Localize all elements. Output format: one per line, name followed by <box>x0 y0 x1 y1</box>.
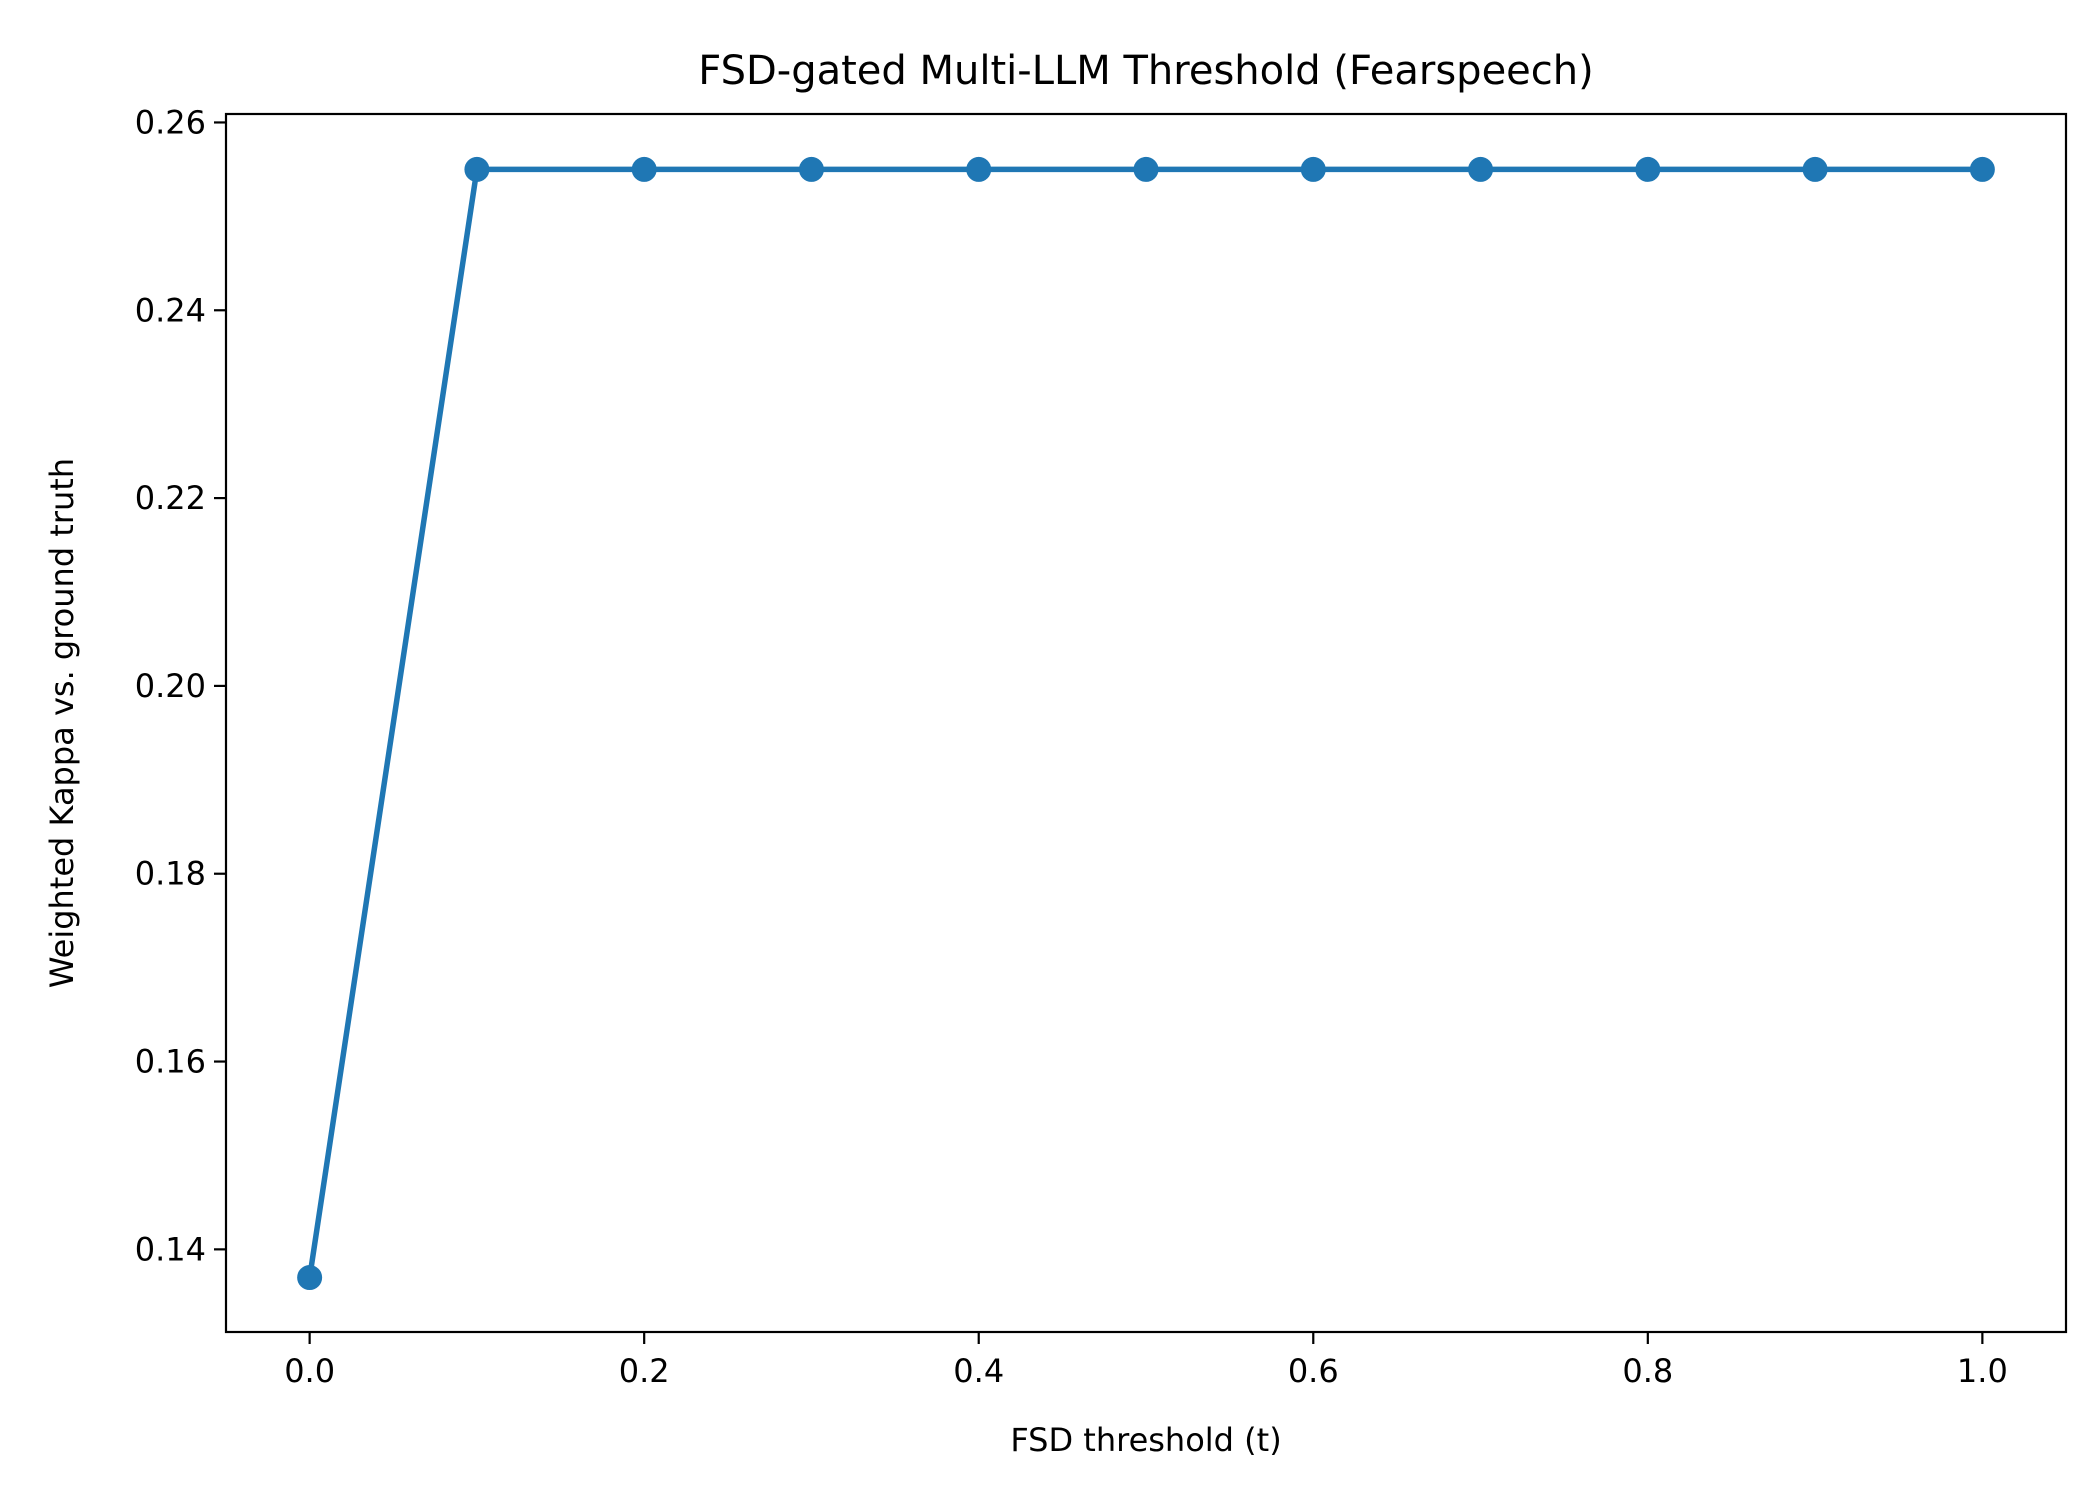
data-point <box>1468 156 1494 182</box>
y-tick-label: 0.14 <box>135 1230 206 1268</box>
y-tick-label: 0.16 <box>135 1043 206 1081</box>
data-point <box>631 156 657 182</box>
x-tick-label: 0.2 <box>619 1352 670 1390</box>
data-point <box>1635 156 1661 182</box>
x-tick-label: 1.0 <box>1957 1352 2008 1390</box>
data-point <box>1969 156 1995 182</box>
data-point <box>297 1265 323 1291</box>
chart-title: FSD-gated Multi-LLM Threshold (Fearspeec… <box>698 48 1593 94</box>
x-tick-label: 0.6 <box>1288 1352 1339 1390</box>
x-tick-label: 0.8 <box>1622 1352 1673 1390</box>
data-point <box>1300 156 1326 182</box>
data-point <box>464 156 490 182</box>
x-tick-label: 0.0 <box>284 1352 335 1390</box>
y-tick-label: 0.18 <box>135 855 206 893</box>
y-tick-label: 0.22 <box>135 479 206 517</box>
y-tick-label: 0.20 <box>135 667 206 705</box>
x-axis-label: FSD threshold (t) <box>1010 1421 1281 1459</box>
x-tick-label: 0.4 <box>953 1352 1004 1390</box>
y-tick-label: 0.24 <box>135 291 206 329</box>
series-layer <box>297 156 1995 1291</box>
plot-frame <box>224 112 2068 1334</box>
y-axis-label: Weighted Kappa vs. ground truth <box>43 458 81 988</box>
data-point <box>1802 156 1828 182</box>
y-tick-label: 0.26 <box>135 103 206 141</box>
x-axis-ticks: 0.0 0.2 0.4 0.6 0.8 1.0 <box>284 1332 2008 1390</box>
y-axis-ticks: 0.14 0.16 0.18 0.20 0.22 0.24 0.26 <box>135 103 226 1268</box>
data-point <box>966 156 992 182</box>
data-point <box>1133 156 1159 182</box>
data-point <box>798 156 824 182</box>
